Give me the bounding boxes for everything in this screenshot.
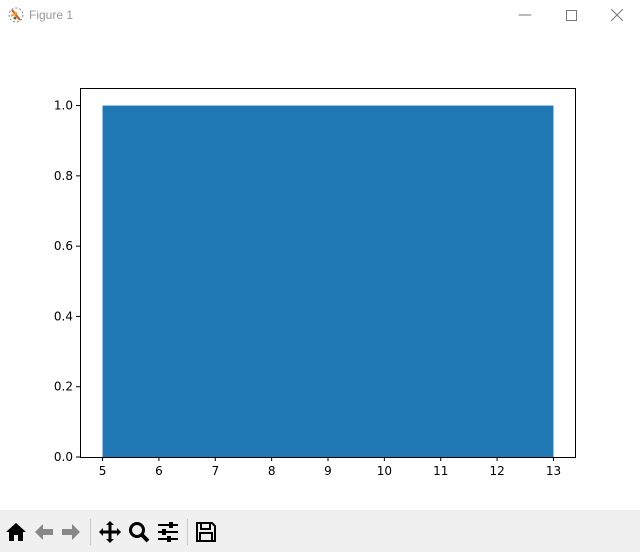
x-tick-label: 5 xyxy=(99,464,107,478)
figure-canvas: 5 6 7 8 9 10 11 12 13 0.0 0.2 0.4 0.6 0.8 1.0 xyxy=(54,88,576,478)
x-tick-label: 13 xyxy=(546,464,561,478)
close-icon xyxy=(611,9,623,21)
x-tick-label: 6 xyxy=(155,464,163,478)
y-tick-label: 0.8 xyxy=(54,169,73,183)
toolbar-separator xyxy=(90,519,91,545)
title-bar: Figure 1 — xyxy=(0,0,640,30)
matplotlib-icon xyxy=(8,7,24,23)
bar xyxy=(102,105,554,458)
maximize-button[interactable] xyxy=(548,0,594,30)
navigation-toolbar xyxy=(0,510,640,552)
y-tick-label: 0.2 xyxy=(54,380,73,394)
x-tick-label: 9 xyxy=(324,464,332,478)
y-tick-label: 0.0 xyxy=(54,450,73,464)
configure-subplots-icon[interactable] xyxy=(156,520,180,544)
y-tick-label: 0.6 xyxy=(54,239,73,253)
x-tick-label: 10 xyxy=(377,464,392,478)
y-tick-label: 0.4 xyxy=(54,309,73,323)
y-tick-label: 1.0 xyxy=(54,99,73,113)
zoom-icon[interactable] xyxy=(127,520,151,544)
home-icon[interactable] xyxy=(4,520,28,544)
forward-icon[interactable] xyxy=(59,520,83,544)
x-tick-label: 8 xyxy=(268,464,276,478)
toolbar-separator xyxy=(187,519,188,545)
minimize-button[interactable]: — xyxy=(502,0,548,30)
maximize-icon xyxy=(565,9,577,21)
pan-icon[interactable] xyxy=(98,520,122,544)
save-icon[interactable] xyxy=(194,520,218,544)
back-icon[interactable] xyxy=(32,520,56,544)
x-tick-label: 12 xyxy=(489,464,504,478)
close-button[interactable] xyxy=(594,0,640,30)
minimize-icon: — xyxy=(518,7,532,23)
x-tick-label: 11 xyxy=(433,464,448,478)
x-tick-label: 7 xyxy=(211,464,219,478)
window-title: Figure 1 xyxy=(29,8,74,22)
